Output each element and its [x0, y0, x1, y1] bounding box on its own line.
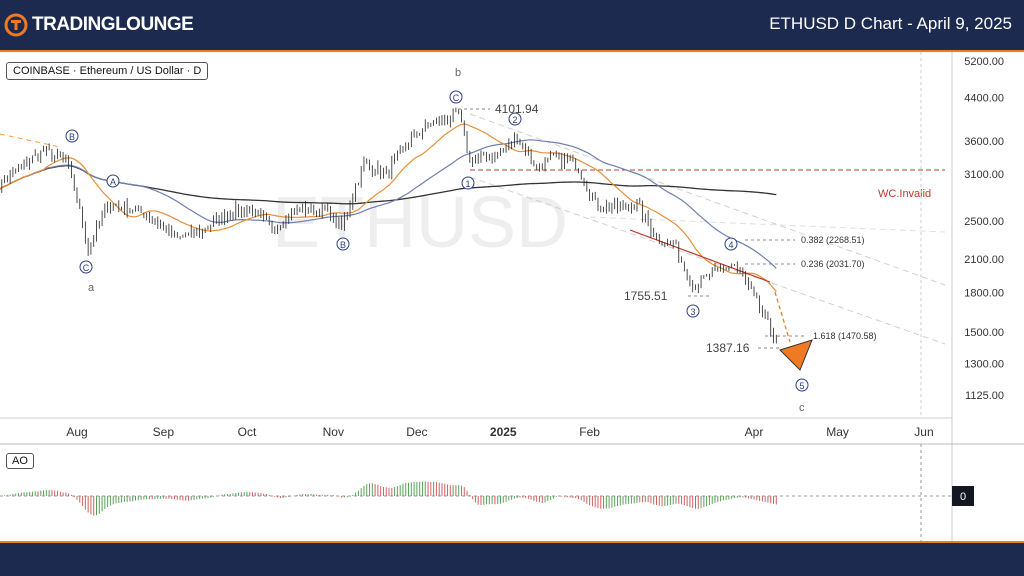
fib-382-label: 0.382 (2268.51) — [801, 235, 865, 245]
price-tick-label: 5200.00 — [964, 56, 1004, 68]
price-tick-label: 1800.00 — [964, 287, 1004, 299]
svg-text:C: C — [83, 263, 90, 273]
invalidation-label: WC.Invalid — [878, 188, 931, 200]
time-tick-label: Feb — [579, 425, 600, 439]
wave-label-c: c — [799, 402, 805, 414]
svg-text:2: 2 — [512, 115, 517, 125]
svg-text:5: 5 — [799, 381, 804, 391]
price-tick-label: 1125.00 — [965, 390, 1004, 402]
chart-panel[interactable]: ETHUSD WC.Invalid 0.382 (2268.51) 0.236 … — [0, 50, 1024, 543]
ao-zero-badge — [952, 486, 974, 506]
fib-1618-label: 1.618 (1470.58) — [813, 331, 877, 341]
wave-label-b: b — [455, 67, 461, 79]
ma-50-line — [0, 139, 777, 269]
price-tick-label: 1300.00 — [964, 358, 1004, 370]
indicator-label[interactable]: AO — [6, 453, 34, 469]
wave-circle-4: 4 — [724, 237, 738, 251]
svg-text:1: 1 — [465, 179, 470, 189]
brand-name: TRADINGLOUNGE — [32, 14, 194, 35]
svg-text:C: C — [453, 93, 460, 103]
time-tick-label: Apr — [745, 425, 764, 439]
channel-line-mid — [589, 216, 946, 233]
high-label: 4101.94 — [495, 102, 539, 116]
target-triangle — [779, 339, 813, 371]
page-title: ETHUSD D Chart - April 9, 2025 — [769, 14, 1012, 33]
time-tick-label: Sep — [153, 425, 175, 439]
svg-text:B: B — [69, 132, 75, 142]
time-axis[interactable]: Aug Sep Oct Nov Dec 2025 Feb Apr May Jun — [66, 425, 933, 439]
wave-circle-c-top: C — [449, 90, 463, 104]
price-axis[interactable]: 5200.00 4400.00 3600.00 3100.00 2500.00 2100.… — [964, 56, 1004, 402]
fib-236-label: 0.236 (2031.70) — [801, 259, 865, 269]
price-chart[interactable]: ETHUSD WC.Invalid 0.382 (2268.51) 0.236 … — [0, 52, 1024, 541]
time-tick-label: Dec — [406, 425, 427, 439]
wave-circle-1: 1 — [461, 176, 475, 190]
wave-circle-b-left: B — [65, 129, 79, 143]
wave-label-a: a — [88, 282, 95, 294]
svg-text:A: A — [110, 177, 116, 187]
low1-label: 1755.51 — [624, 289, 668, 303]
wave-circle-b-mid: B — [336, 237, 350, 251]
time-tick-label: May — [826, 425, 849, 439]
symbol-label[interactable]: COINBASE · Ethereum / US Dollar · D — [6, 62, 209, 80]
watermark: ETHUSD — [272, 183, 568, 263]
channel-line-upper — [469, 113, 946, 286]
svg-text:B: B — [340, 240, 346, 250]
ma-20-line — [0, 123, 777, 293]
time-tick-label: Jun — [914, 425, 933, 439]
brand-mark-icon — [4, 13, 28, 37]
brand-logo: TRADINGLOUNGE — [4, 10, 194, 40]
svg-text:4: 4 — [728, 240, 733, 250]
time-tick-label: 2025 — [490, 425, 517, 439]
candles — [1, 107, 777, 344]
price-tick-label: 4400.00 — [964, 92, 1004, 104]
wave-circle-5: 5 — [795, 378, 809, 392]
price-tick-label: 3600.00 — [964, 136, 1004, 148]
price-tick-label: 3100.00 — [964, 169, 1004, 181]
wave-circle-3: 3 — [686, 304, 700, 318]
time-tick-label: Oct — [238, 425, 257, 439]
time-tick-label: Aug — [66, 425, 87, 439]
ao-histogram — [4, 481, 777, 516]
footer-bar — [0, 543, 1024, 576]
red-trend-line — [629, 229, 771, 283]
left-orange-dash — [0, 133, 61, 148]
wave-circle-2: 2 — [508, 112, 522, 126]
price-tick-label: 1500.00 — [964, 327, 1004, 339]
wave-circle-c-left: C — [79, 260, 93, 274]
svg-text:3: 3 — [690, 307, 695, 317]
wave-circle-a: A — [106, 174, 120, 188]
low2-label: 1387.16 — [706, 341, 750, 355]
price-tick-label: 2100.00 — [964, 254, 1004, 266]
ao-zero-label: 0 — [960, 491, 966, 503]
projection-dash — [774, 291, 791, 343]
header-bar: TRADINGLOUNGE ETHUSD D Chart - April 9, … — [0, 0, 1024, 50]
price-tick-label: 2500.00 — [964, 216, 1004, 228]
time-tick-label: Nov — [323, 425, 344, 439]
